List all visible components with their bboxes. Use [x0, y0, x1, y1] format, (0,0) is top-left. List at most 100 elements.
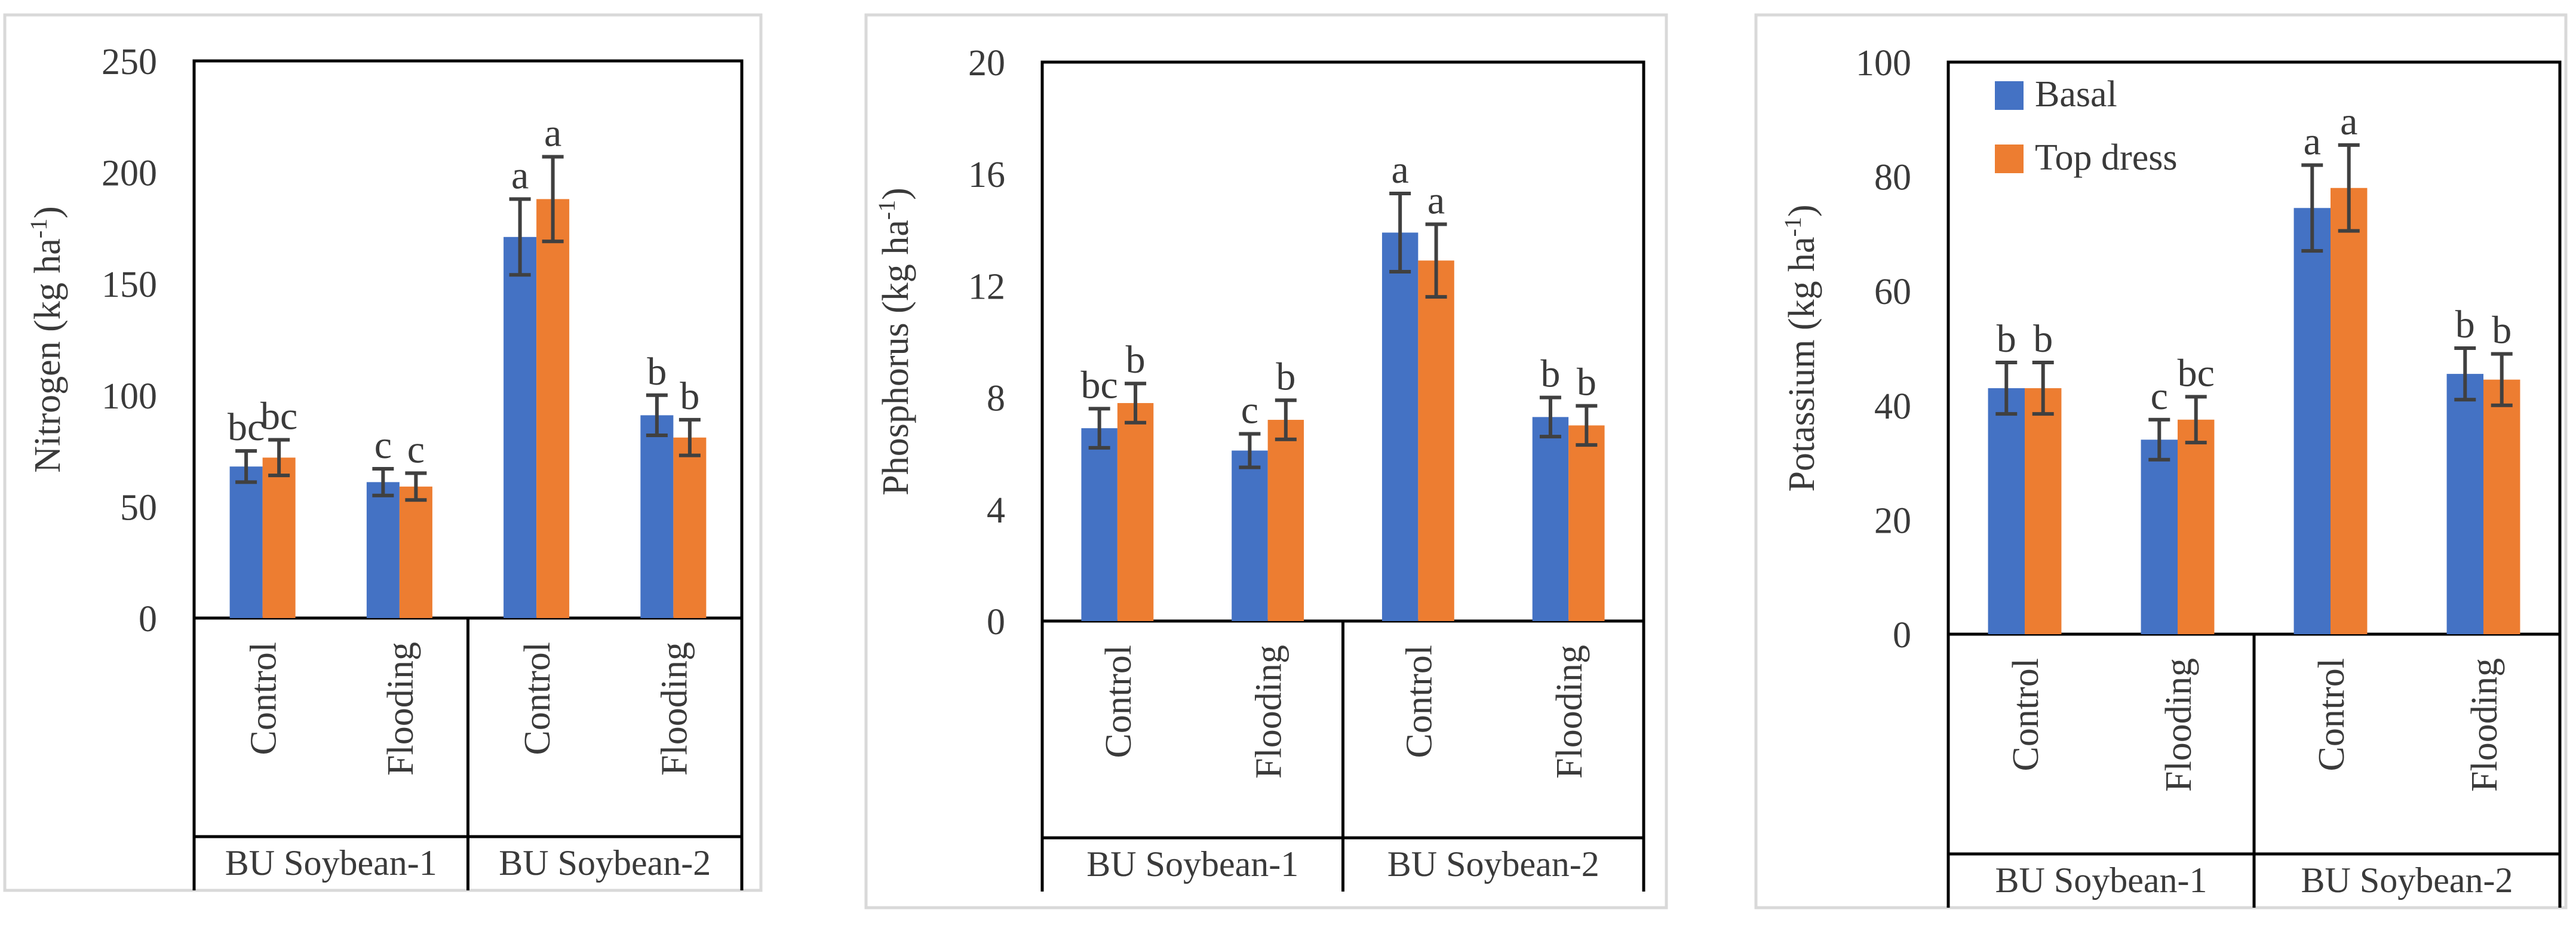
- category-label: Flooding: [1249, 645, 1289, 779]
- error-bar: [1425, 222, 1447, 299]
- error-bar: [678, 417, 701, 457]
- bar-top-dress: [399, 486, 432, 618]
- legend-swatch: [1995, 81, 2024, 110]
- y-tick-label: 100: [102, 376, 157, 417]
- error-bar: [1088, 407, 1110, 450]
- significance-letter: b: [680, 374, 699, 418]
- bar-basal: [503, 236, 537, 618]
- significance-letter: a: [1392, 148, 1409, 192]
- bar-top-dress: [262, 457, 296, 618]
- bar-top-dress: [1568, 425, 1605, 621]
- bar-top-dress: [536, 199, 570, 618]
- bar-basal: [2446, 374, 2483, 634]
- group-label: BU Soybean-2: [1387, 844, 1599, 884]
- significance-letter: c: [2151, 374, 2168, 418]
- significance-letter: b: [2492, 309, 2511, 352]
- group-label: BU Soybean-1: [1086, 844, 1298, 884]
- y-axis-label-main: Phosphorus (kg ha: [876, 220, 916, 496]
- bar-top-dress: [2025, 388, 2062, 634]
- error-bar: [405, 471, 427, 502]
- bar-basal: [2293, 208, 2331, 634]
- error-bar: [1125, 382, 1147, 425]
- error-bar: [1995, 360, 2018, 416]
- legend-swatch: [1995, 145, 2024, 173]
- bar-basal: [229, 466, 263, 618]
- category-label: Flooding: [654, 642, 695, 776]
- bar-basal: [1381, 232, 1419, 622]
- y-axis-label-main: Potassium (kg ha: [1782, 236, 1822, 491]
- y-axis-label-close: ): [27, 206, 68, 219]
- y-axis-label-close: ): [876, 188, 916, 200]
- y-axis-label-superscript: -1: [25, 219, 52, 238]
- bar-basal: [1081, 428, 1117, 621]
- error-bar: [2301, 163, 2323, 253]
- bar-top-dress: [2178, 419, 2215, 634]
- y-tick-label: 0: [987, 602, 1005, 643]
- y-tick-label: 12: [968, 266, 1005, 307]
- y-tick-label: 250: [102, 42, 157, 82]
- significance-letter: c: [374, 423, 392, 467]
- y-tick-label: 50: [120, 487, 157, 528]
- error-bar: [2338, 143, 2360, 233]
- significance-letter: bc: [228, 405, 265, 449]
- group-label: BU Soybean-2: [2301, 861, 2513, 900]
- significance-letter: bc: [2178, 351, 2215, 395]
- error-bar: [2032, 360, 2054, 416]
- group-label: BU Soybean-2: [499, 843, 711, 883]
- bar-top-dress: [1267, 420, 1304, 621]
- bar-basal: [1232, 450, 1268, 621]
- significance-letter: bc: [260, 394, 297, 438]
- bar-basal: [2141, 440, 2178, 634]
- y-tick-label: 8: [987, 379, 1005, 419]
- significance-letter: b: [1577, 361, 1596, 404]
- y-axis-label-close: ): [1782, 204, 1822, 217]
- category-label: Control: [2311, 658, 2352, 771]
- error-bar: [1576, 404, 1598, 447]
- category-label: Flooding: [1549, 645, 1590, 779]
- significance-letter: a: [511, 153, 529, 197]
- category-label: Control: [244, 642, 284, 755]
- significance-letter: a: [2304, 119, 2321, 163]
- bar-top-dress: [2483, 379, 2520, 634]
- y-tick-label: 100: [1856, 43, 1911, 84]
- error-bar: [542, 155, 564, 244]
- group-label: BU Soybean-1: [225, 843, 437, 883]
- y-axis-label: Phosphorus (kg ha-1): [873, 188, 916, 496]
- y-tick-label: 4: [987, 490, 1005, 531]
- y-axis-label: Potassium (kg ha-1): [1779, 204, 1822, 491]
- error-bar: [1239, 432, 1261, 469]
- error-bar: [2148, 417, 2170, 462]
- significance-letter: b: [1126, 338, 1146, 382]
- y-tick-label: 150: [102, 265, 157, 305]
- significance-letter: b: [1997, 317, 2016, 361]
- error-bar: [372, 466, 394, 497]
- category-label: Flooding: [2159, 658, 2199, 792]
- significance-letter: c: [1241, 388, 1258, 432]
- bar-basal: [1988, 388, 2025, 634]
- significance-letter: bc: [1081, 363, 1118, 407]
- y-axis-label-superscript: -1: [873, 200, 900, 220]
- bar-basal: [366, 482, 400, 618]
- y-tick-label: 60: [1874, 272, 1911, 312]
- category-label: Control: [2006, 658, 2046, 771]
- bar-top-dress: [1117, 402, 1154, 621]
- error-bar: [2454, 346, 2476, 402]
- error-bar: [1275, 398, 1297, 441]
- significance-letter: b: [647, 350, 667, 394]
- error-bar: [235, 449, 257, 484]
- significance-letter: c: [407, 428, 425, 471]
- bar-basal: [640, 415, 674, 618]
- significance-letter: b: [1540, 352, 1560, 396]
- y-tick-label: 20: [968, 43, 1005, 84]
- category-label: Control: [1098, 645, 1139, 758]
- category-label: Control: [517, 642, 558, 755]
- y-tick-label: 0: [1893, 615, 1911, 656]
- significance-letter: a: [544, 111, 561, 155]
- y-tick-label: 40: [1874, 386, 1911, 427]
- y-axis-label-main: Nitrogen (kg ha: [27, 238, 68, 473]
- y-tick-label: 0: [139, 599, 157, 640]
